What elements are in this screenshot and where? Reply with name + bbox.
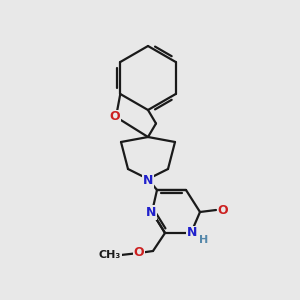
Text: N: N [187,226,197,239]
Text: O: O [218,203,228,217]
Text: H: H [200,235,208,245]
Text: O: O [134,245,144,259]
Text: N: N [143,173,153,187]
Text: CH₃: CH₃ [99,250,121,260]
Text: O: O [110,110,120,124]
Text: N: N [146,206,156,218]
